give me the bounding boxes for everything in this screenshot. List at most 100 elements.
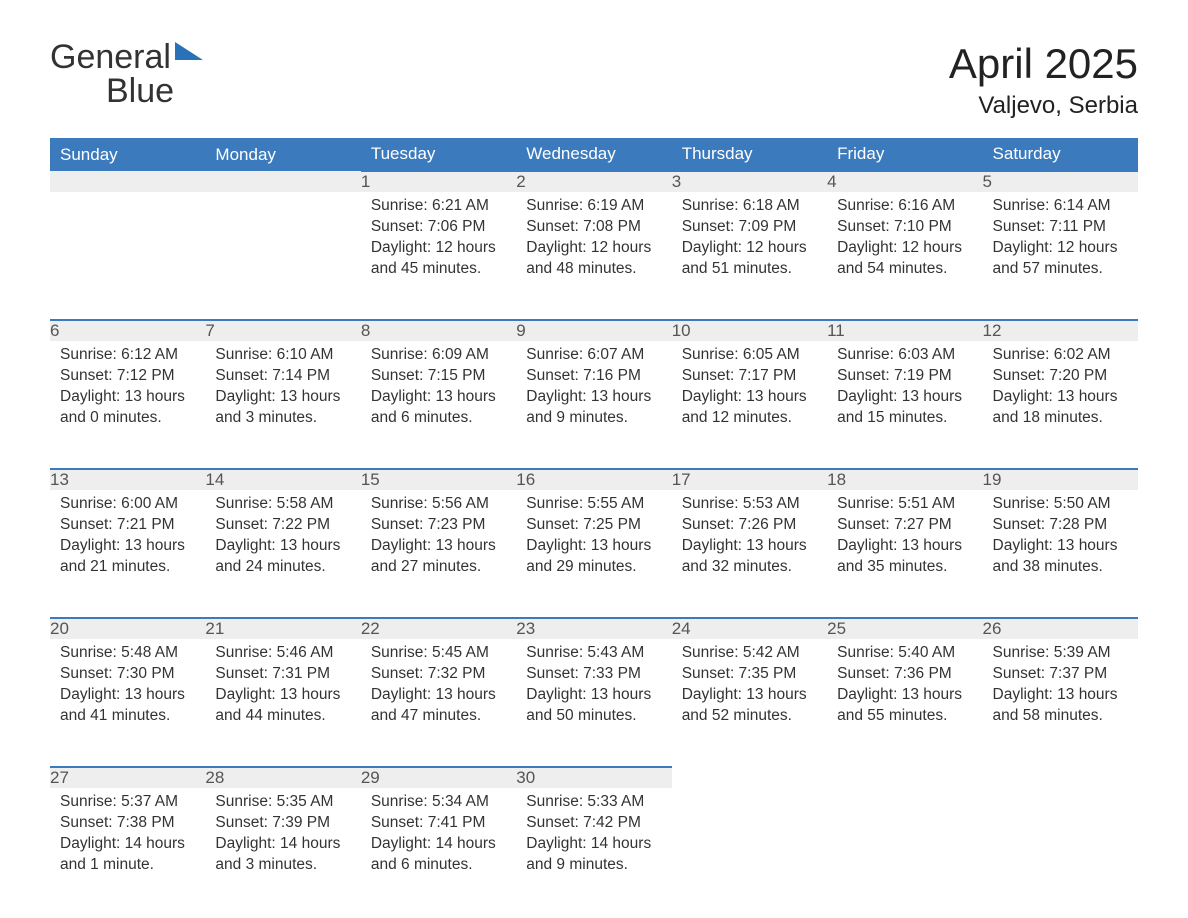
day-cell: Sunrise: 5:43 AMSunset: 7:33 PMDaylight:…	[516, 639, 671, 767]
brand-word2: Blue	[50, 72, 174, 110]
day-number: 25	[827, 618, 982, 639]
day-cell: Sunrise: 6:07 AMSunset: 7:16 PMDaylight:…	[516, 341, 671, 469]
empty-day	[205, 171, 360, 192]
day-number: 24	[672, 618, 827, 639]
sunrise-text: Sunrise: 6:19 AM	[526, 196, 661, 217]
sunrise-text: Sunrise: 6:00 AM	[60, 494, 195, 515]
sunset-text: Sunset: 7:39 PM	[215, 813, 350, 834]
day-number: 22	[361, 618, 516, 639]
daylight-text: Daylight: 13 hours and 50 minutes.	[526, 685, 661, 727]
daylight-text: Daylight: 13 hours and 9 minutes.	[526, 387, 661, 429]
day-content: Sunrise: 6:02 AMSunset: 7:20 PMDaylight:…	[983, 341, 1138, 441]
daylight-text: Daylight: 13 hours and 6 minutes.	[371, 387, 506, 429]
sunrise-text: Sunrise: 5:43 AM	[526, 643, 661, 664]
day-content: Sunrise: 5:53 AMSunset: 7:26 PMDaylight:…	[672, 490, 827, 590]
day-number: 16	[516, 469, 671, 490]
empty-day	[50, 171, 205, 192]
daylight-text: Daylight: 13 hours and 0 minutes.	[60, 387, 195, 429]
daylight-text: Daylight: 12 hours and 57 minutes.	[993, 238, 1128, 280]
empty-day	[983, 767, 1138, 788]
sunset-text: Sunset: 7:16 PM	[526, 366, 661, 387]
daylight-text: Daylight: 13 hours and 24 minutes.	[215, 536, 350, 578]
sunrise-text: Sunrise: 5:40 AM	[837, 643, 972, 664]
day-number: 9	[516, 320, 671, 341]
sunrise-text: Sunrise: 5:48 AM	[60, 643, 195, 664]
weekday-header: Wednesday	[516, 138, 671, 171]
day-number: 20	[50, 618, 205, 639]
daylight-text: Daylight: 13 hours and 35 minutes.	[837, 536, 972, 578]
day-number: 17	[672, 469, 827, 490]
sunrise-text: Sunrise: 6:18 AM	[682, 196, 817, 217]
day-content: Sunrise: 5:46 AMSunset: 7:31 PMDaylight:…	[205, 639, 360, 739]
day-content: Sunrise: 5:42 AMSunset: 7:35 PMDaylight:…	[672, 639, 827, 739]
day-content: Sunrise: 6:00 AMSunset: 7:21 PMDaylight:…	[50, 490, 205, 590]
weekday-header: Tuesday	[361, 138, 516, 171]
sunrise-text: Sunrise: 5:35 AM	[215, 792, 350, 813]
month-title: April 2025	[949, 40, 1138, 88]
daylight-text: Daylight: 14 hours and 3 minutes.	[215, 834, 350, 876]
day-cell	[983, 788, 1138, 916]
day-cell	[205, 192, 360, 320]
weekday-header: Thursday	[672, 138, 827, 171]
sunset-text: Sunset: 7:37 PM	[993, 664, 1128, 685]
daylight-text: Daylight: 13 hours and 15 minutes.	[837, 387, 972, 429]
daylight-text: Daylight: 13 hours and 18 minutes.	[993, 387, 1128, 429]
day-cell: Sunrise: 6:09 AMSunset: 7:15 PMDaylight:…	[361, 341, 516, 469]
day-cell: Sunrise: 5:58 AMSunset: 7:22 PMDaylight:…	[205, 490, 360, 618]
day-cell: Sunrise: 5:34 AMSunset: 7:41 PMDaylight:…	[361, 788, 516, 916]
sunrise-text: Sunrise: 5:39 AM	[993, 643, 1128, 664]
day-content: Sunrise: 5:37 AMSunset: 7:38 PMDaylight:…	[50, 788, 205, 888]
day-content: Sunrise: 5:58 AMSunset: 7:22 PMDaylight:…	[205, 490, 360, 590]
day-cell: Sunrise: 6:00 AMSunset: 7:21 PMDaylight:…	[50, 490, 205, 618]
daylight-text: Daylight: 14 hours and 1 minute.	[60, 834, 195, 876]
sunset-text: Sunset: 7:42 PM	[526, 813, 661, 834]
day-number: 3	[672, 171, 827, 192]
sunset-text: Sunset: 7:28 PM	[993, 515, 1128, 536]
day-cell: Sunrise: 5:33 AMSunset: 7:42 PMDaylight:…	[516, 788, 671, 916]
day-cell: Sunrise: 5:53 AMSunset: 7:26 PMDaylight:…	[672, 490, 827, 618]
title-block: April 2025 Valjevo, Serbia	[949, 40, 1138, 120]
day-cell: Sunrise: 5:55 AMSunset: 7:25 PMDaylight:…	[516, 490, 671, 618]
day-content: Sunrise: 5:51 AMSunset: 7:27 PMDaylight:…	[827, 490, 982, 590]
day-content: Sunrise: 5:39 AMSunset: 7:37 PMDaylight:…	[983, 639, 1138, 739]
sunrise-text: Sunrise: 5:45 AM	[371, 643, 506, 664]
day-number: 30	[516, 767, 671, 788]
sunset-text: Sunset: 7:20 PM	[993, 366, 1128, 387]
day-content: Sunrise: 5:48 AMSunset: 7:30 PMDaylight:…	[50, 639, 205, 739]
day-cell: Sunrise: 6:14 AMSunset: 7:11 PMDaylight:…	[983, 192, 1138, 320]
daylight-text: Daylight: 13 hours and 38 minutes.	[993, 536, 1128, 578]
day-content: Sunrise: 6:10 AMSunset: 7:14 PMDaylight:…	[205, 341, 360, 441]
day-content: Sunrise: 5:55 AMSunset: 7:25 PMDaylight:…	[516, 490, 671, 590]
day-cell	[50, 192, 205, 320]
day-number: 11	[827, 320, 982, 341]
day-content: Sunrise: 5:34 AMSunset: 7:41 PMDaylight:…	[361, 788, 516, 888]
sunrise-text: Sunrise: 6:10 AM	[215, 345, 350, 366]
sunrise-text: Sunrise: 5:37 AM	[60, 792, 195, 813]
sunrise-text: Sunrise: 6:14 AM	[993, 196, 1128, 217]
sunrise-text: Sunrise: 5:53 AM	[682, 494, 817, 515]
daylight-text: Daylight: 13 hours and 44 minutes.	[215, 685, 350, 727]
day-cell: Sunrise: 6:12 AMSunset: 7:12 PMDaylight:…	[50, 341, 205, 469]
weekday-header: Friday	[827, 138, 982, 171]
day-cell: Sunrise: 6:10 AMSunset: 7:14 PMDaylight:…	[205, 341, 360, 469]
daylight-text: Daylight: 13 hours and 58 minutes.	[993, 685, 1128, 727]
brand-triangle-icon	[175, 40, 203, 60]
day-cell: Sunrise: 5:50 AMSunset: 7:28 PMDaylight:…	[983, 490, 1138, 618]
day-cell: Sunrise: 6:18 AMSunset: 7:09 PMDaylight:…	[672, 192, 827, 320]
day-cell: Sunrise: 5:45 AMSunset: 7:32 PMDaylight:…	[361, 639, 516, 767]
day-number: 29	[361, 767, 516, 788]
calendar-table: SundayMondayTuesdayWednesdayThursdayFrid…	[50, 138, 1138, 916]
daylight-text: Daylight: 13 hours and 32 minutes.	[682, 536, 817, 578]
day-content: Sunrise: 5:40 AMSunset: 7:36 PMDaylight:…	[827, 639, 982, 739]
day-content: Sunrise: 6:12 AMSunset: 7:12 PMDaylight:…	[50, 341, 205, 441]
day-cell: Sunrise: 5:51 AMSunset: 7:27 PMDaylight:…	[827, 490, 982, 618]
daylight-text: Daylight: 12 hours and 51 minutes.	[682, 238, 817, 280]
day-number: 1	[361, 171, 516, 192]
sunrise-text: Sunrise: 6:02 AM	[993, 345, 1128, 366]
day-number: 14	[205, 469, 360, 490]
day-number: 4	[827, 171, 982, 192]
weekday-header: Sunday	[50, 138, 205, 171]
day-number: 10	[672, 320, 827, 341]
day-cell: Sunrise: 6:16 AMSunset: 7:10 PMDaylight:…	[827, 192, 982, 320]
sunset-text: Sunset: 7:12 PM	[60, 366, 195, 387]
